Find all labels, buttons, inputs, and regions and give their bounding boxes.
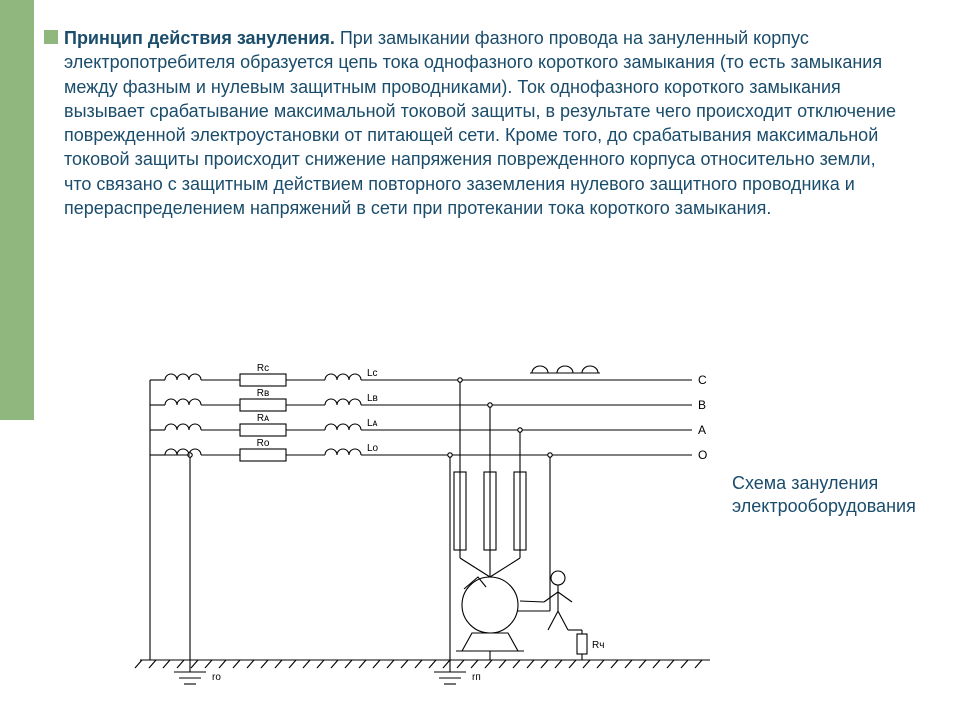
svg-text:Lᴄ: Lᴄ [367,368,378,379]
diagram-caption: Схема зануления электрооборудования [732,472,942,519]
svg-text:C: C [698,373,707,387]
circuit-diagram: Rᴄ Lᴄ C Rʙ Lʙ B Rᴀ Lᴀ A Rᴏ Lᴏ O Rч rᴏ rп [120,360,730,700]
svg-text:Lʙ: Lʙ [367,393,378,404]
svg-text:Lᴀ: Lᴀ [367,418,378,429]
paragraph-title: Принцип действия зануления. [64,28,335,48]
svg-text:Rᴏ: Rᴏ [257,438,270,449]
svg-text:rᴏ: rᴏ [212,672,221,683]
svg-text:Rʙ: Rʙ [257,388,270,399]
bullet-square [44,30,58,44]
svg-text:B: B [698,398,706,412]
svg-text:A: A [698,423,706,437]
paragraph-body: При замыкании фазного провода на занулен… [64,28,896,218]
svg-text:Rᴄ: Rᴄ [257,363,269,374]
svg-text:rп: rп [472,672,481,683]
svg-text:Lᴏ: Lᴏ [367,443,379,454]
svg-text:Rᴀ: Rᴀ [257,413,269,424]
svg-text:O: O [698,448,707,462]
svg-text:Rч: Rч [592,640,604,651]
accent-bar [0,0,34,420]
main-paragraph: Принцип действия зануления. При замыкани… [64,26,904,220]
